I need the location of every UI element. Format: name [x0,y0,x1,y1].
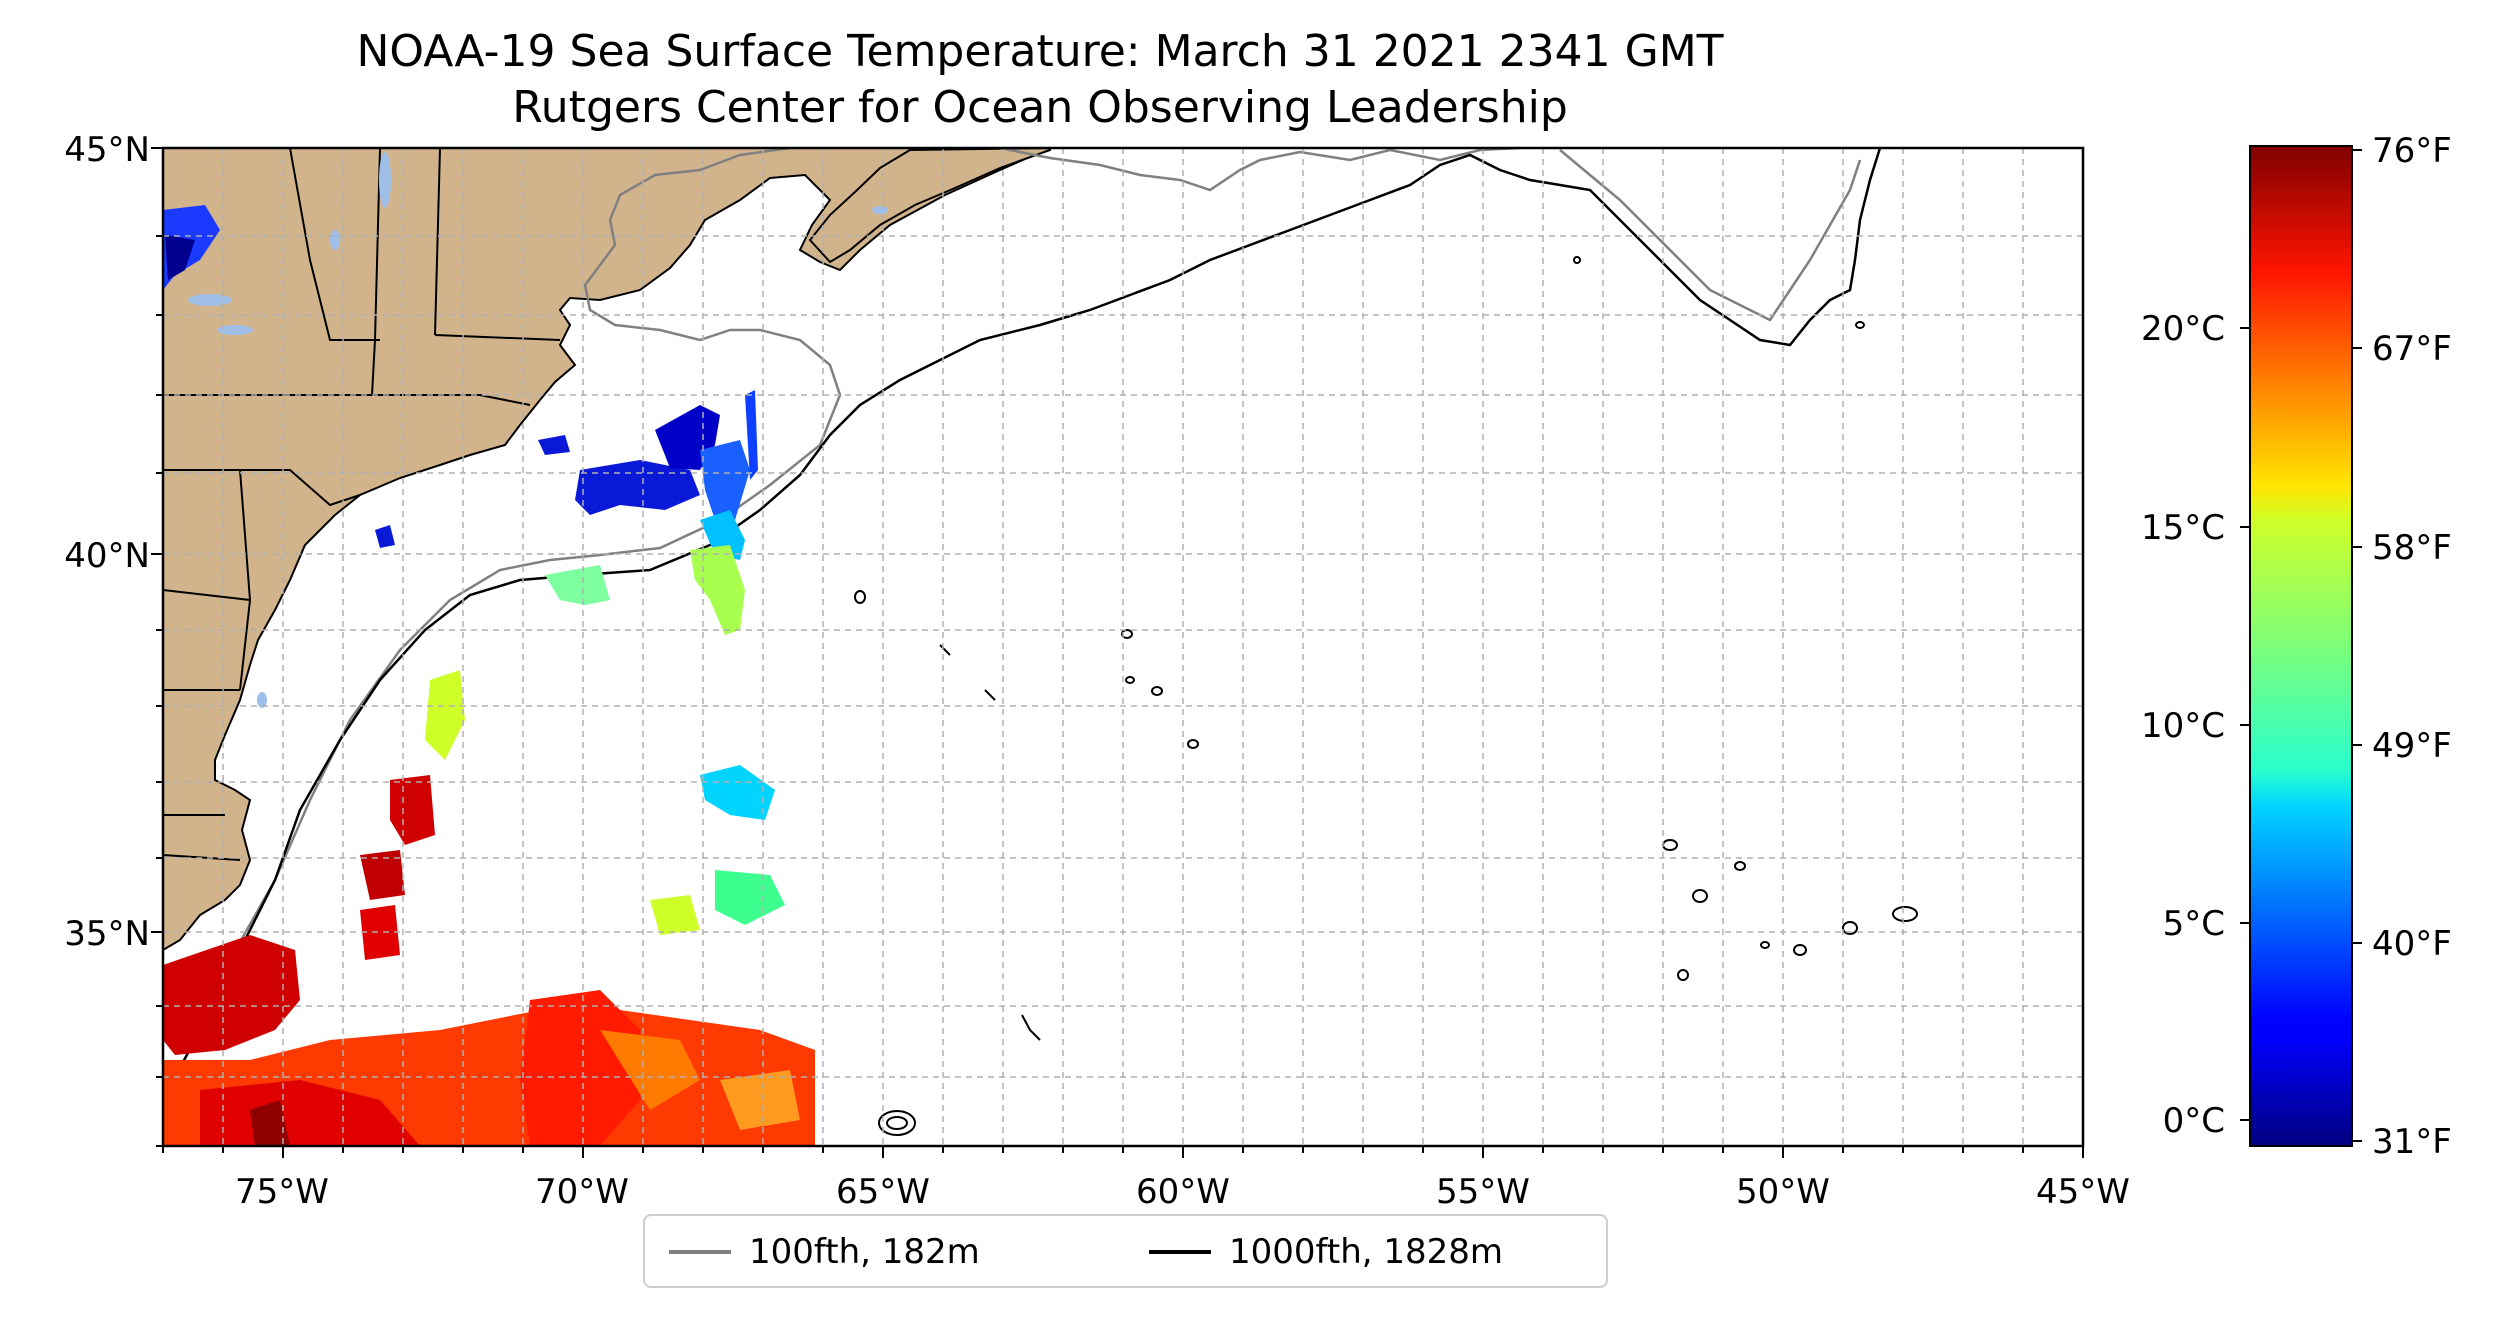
colorbar-c-15: 15°C [2141,508,2225,548]
isobath-100fth [183,148,1862,1051]
colorbar-f-76: 76°F [2372,131,2452,171]
lon-label-45: 45°W [2036,1172,2130,1212]
colorbar-ticks [2240,149,2362,1142]
lon-label-65: 65°W [836,1172,930,1212]
legend: 100fth, 182m 1000fth, 1828m [643,1214,1608,1288]
lat-label-45: 45°N [64,130,150,170]
colorbar [2249,145,2353,1147]
colorbar-f-40: 40°F [2372,924,2452,964]
lat-label-40: 40°N [64,536,150,576]
lon-label-60: 60°W [1136,1172,1230,1212]
seamounts [854,256,1918,1136]
figure-subtitle: Rutgers Center for Ocean Observing Leade… [512,82,1568,133]
colorbar-c-20: 20°C [2141,309,2225,349]
sst-cold-patches [163,205,758,548]
legend-label-100fth: 100fth, 182m [749,1232,980,1272]
land-north-america [163,148,1051,952]
legend-swatch-100fth [669,1250,731,1254]
meridians [222,148,2024,1146]
lon-label-75: 75°W [235,1172,329,1212]
sst-warm-patches [163,775,815,1146]
colorbar-c-5: 5°C [2163,904,2225,944]
lon-label-55: 55°W [1436,1172,1530,1212]
lat-ticks [151,147,163,1147]
isobath-1000fth [163,148,1882,1101]
figure-title: NOAA-19 Sea Surface Temperature: March 3… [356,26,1724,77]
legend-swatch-1000fth [1149,1250,1211,1254]
lon-label-70: 70°W [535,1172,629,1212]
colorbar-c-10: 10°C [2141,706,2225,746]
lon-label-50: 50°W [1736,1172,1830,1212]
lon-ticks [162,1146,2084,1158]
lat-label-35: 35°N [64,914,150,954]
colorbar-f-58: 58°F [2372,528,2452,568]
colorbar-c-0: 0°C [2163,1101,2225,1141]
colorbar-f-67: 67°F [2372,329,2452,369]
lakes [188,152,888,708]
legend-item-1000fth: 1000fth, 1828m [1149,1232,1503,1272]
colorbar-f-31: 31°F [2372,1122,2452,1162]
colorbar-f-49: 49°F [2372,726,2452,766]
legend-label-1000fth: 1000fth, 1828m [1229,1232,1504,1272]
legend-item-100fth: 100fth, 182m [669,1232,980,1272]
land-nova-scotia [808,148,1051,264]
